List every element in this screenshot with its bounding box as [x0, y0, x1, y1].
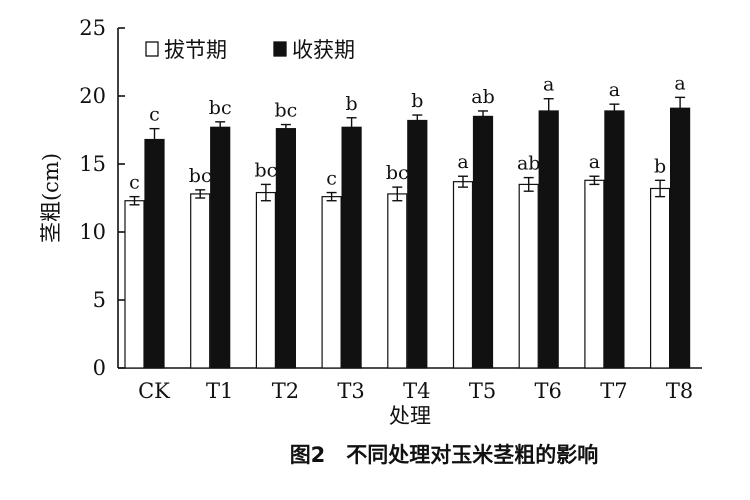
significance-letter: a — [457, 151, 468, 173]
y-tick-label: 20 — [79, 84, 106, 108]
y-tick-label: 5 — [93, 288, 106, 312]
x-tick-labels: CK T1 T2 T3 T4 T5 T6 T7 T8 — [138, 362, 693, 403]
legend-swatch-jointing — [145, 41, 159, 57]
legend-label-jointing: 拔节期 — [164, 38, 227, 62]
x-tick-label: T5 — [469, 379, 496, 403]
x-tick-label: T3 — [337, 379, 364, 403]
y-tick-label: 15 — [79, 152, 106, 176]
x-tick-label: T8 — [666, 379, 693, 403]
significance-letter: a — [609, 79, 620, 101]
y-axis-label: 茎粗(cm) — [39, 153, 63, 243]
significance-letter: b — [411, 90, 423, 112]
bar-harvest-t4 — [407, 119, 428, 369]
bar-harvest-t7 — [604, 110, 625, 369]
significance-letter: bc — [189, 165, 212, 187]
x-tick-label: CK — [138, 379, 170, 403]
legend-label-harvest: 收获期 — [292, 38, 355, 62]
significance-letter: ab — [471, 86, 495, 108]
bar-jointing-t6 — [518, 183, 539, 369]
bar-harvest-t6 — [538, 110, 559, 369]
y-ticks: 0 5 10 15 20 25 — [79, 16, 125, 380]
significance-letter: c — [326, 168, 337, 190]
bar-jointing-t3 — [321, 196, 342, 369]
x-tick-label: T2 — [272, 379, 299, 403]
bar-jointing-t7 — [584, 179, 605, 369]
bars — [124, 107, 691, 369]
bar-harvest-t1 — [210, 126, 231, 369]
bar-jointing-t1 — [190, 193, 211, 369]
bar-harvest-ck — [144, 138, 165, 369]
significance-letter: b — [654, 155, 666, 177]
bar-harvest-t2 — [275, 128, 296, 369]
bar-jointing-t8 — [649, 187, 671, 369]
bar-harvest-t8 — [669, 107, 691, 369]
y-tick-label: 10 — [79, 220, 106, 244]
significance-letter: b — [346, 93, 358, 115]
x-tick-label: T4 — [403, 379, 430, 403]
bar-jointing-t2 — [255, 191, 276, 369]
significance-letter: bc — [386, 162, 409, 184]
bar-jointing-t5 — [452, 181, 474, 369]
significance-letter: bc — [274, 100, 297, 122]
x-tick-label: T1 — [206, 379, 233, 403]
error-bars — [129, 96, 686, 206]
bar-jointing-ck — [124, 200, 145, 369]
legend-swatch-harvest — [273, 41, 287, 57]
significance-letter: a — [589, 151, 600, 173]
bar-harvest-t3 — [341, 126, 362, 369]
significance-letter: c — [129, 172, 140, 194]
bar-harvest-t5 — [472, 115, 494, 369]
bar-jointing-t4 — [387, 193, 408, 369]
y-tick-label: 25 — [79, 16, 106, 40]
significance-letter: bc — [209, 97, 232, 119]
significance-letter: a — [674, 72, 685, 94]
significance-letter: a — [543, 74, 554, 96]
x-axis-label: 处理 — [389, 404, 431, 428]
y-tick-label: 0 — [93, 356, 106, 380]
significance-letter: c — [149, 104, 160, 126]
significance-letter: bc — [254, 159, 277, 181]
figure-caption: 图2 不同处理对玉米茎粗的影响 — [290, 443, 599, 467]
x-tick-label: T6 — [535, 379, 562, 403]
legend: 拔节期 收获期 — [145, 38, 355, 62]
significance-letter: ab — [517, 153, 541, 175]
x-tick-label: T7 — [600, 379, 627, 403]
